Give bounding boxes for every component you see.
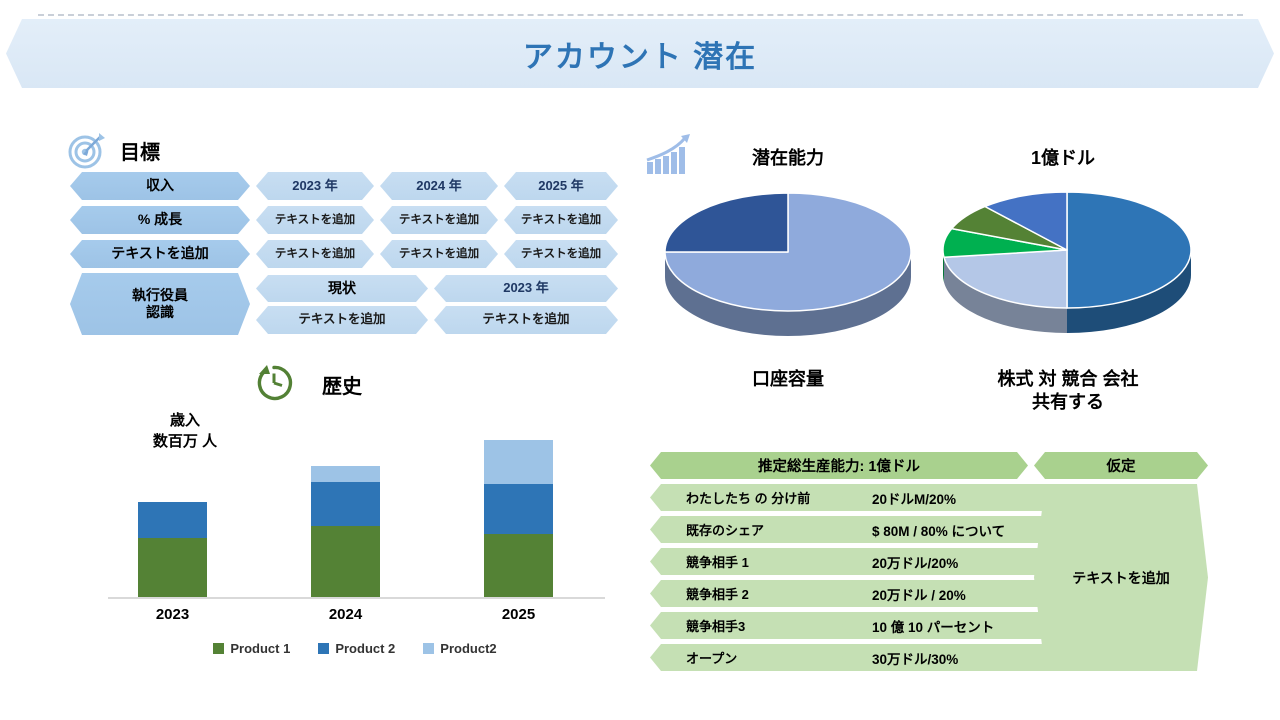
goal-cell[interactable]: 2024 年 bbox=[380, 172, 498, 200]
pie-slice[interactable] bbox=[943, 249, 1068, 309]
table-row-label[interactable]: わたしたち の 分け前 bbox=[650, 484, 872, 511]
table-row-value[interactable]: 20万ドル/20% bbox=[842, 548, 1058, 575]
bar-segment[interactable] bbox=[484, 440, 553, 484]
bar-segment[interactable] bbox=[484, 534, 553, 598]
pie-left-title: 潜在能力 bbox=[752, 148, 824, 168]
bar-segment[interactable] bbox=[138, 502, 207, 538]
bar-segment[interactable] bbox=[311, 526, 380, 598]
pie-right-title: 1億ドル bbox=[1030, 148, 1095, 168]
table-row-label[interactable]: オープン bbox=[650, 644, 872, 671]
x-tick-label: 2024 bbox=[328, 606, 363, 623]
goal-cell[interactable]: テキストを追加 bbox=[380, 206, 498, 234]
pie-left-caption: 口座容量 bbox=[752, 369, 824, 389]
bar-chart-ylabel: 歳入 数百万 人 bbox=[152, 412, 218, 450]
history-clock-icon bbox=[257, 365, 293, 401]
legend-swatch bbox=[213, 643, 225, 654]
legend-item: Product 1 bbox=[213, 641, 290, 656]
goal-row-label[interactable]: 収入 bbox=[70, 172, 250, 200]
legend-item: Product 2 bbox=[318, 641, 395, 656]
pie-slice[interactable] bbox=[984, 191, 1068, 251]
table-row-value[interactable]: 20ドルM/20% bbox=[842, 484, 1058, 511]
bar-segment[interactable] bbox=[484, 484, 553, 534]
table-row-label[interactable]: 競争相手 2 bbox=[650, 580, 872, 607]
bar-segment[interactable] bbox=[311, 482, 380, 526]
history-heading: 歴史 bbox=[322, 376, 362, 398]
bar-segment[interactable] bbox=[311, 466, 380, 482]
pie-chart-share-vs-competitors[interactable] bbox=[920, 178, 1220, 353]
bar-segment[interactable] bbox=[138, 538, 207, 598]
pie-right-caption: 株式 対 競合 会社 共有する bbox=[997, 369, 1139, 412]
goal-cell[interactable]: テキストを追加 bbox=[434, 306, 618, 334]
legend-swatch bbox=[423, 643, 435, 654]
bar-chart-legend: Product 1 Product 2 Product2 bbox=[130, 641, 580, 656]
pie-chart-account-capacity[interactable] bbox=[640, 180, 940, 355]
goal-row-label[interactable]: テキストを追加 bbox=[70, 240, 250, 268]
table-row-value[interactable]: 30万ドル/30% bbox=[842, 644, 1058, 671]
pie-slice[interactable] bbox=[664, 192, 789, 253]
pie-slice[interactable] bbox=[1066, 191, 1192, 309]
goal-cell[interactable]: テキストを追加 bbox=[504, 206, 618, 234]
goal-cell[interactable]: 2025 年 bbox=[504, 172, 618, 200]
capacity-table-header[interactable]: 推定総生産能力: 1億ドル bbox=[650, 452, 1028, 479]
slide-title: アカウント 潜在 bbox=[522, 40, 758, 74]
table-row-value[interactable]: 10 億 10 パーセント bbox=[842, 612, 1058, 639]
title-banner[interactable]: アカウント 潜在 bbox=[6, 19, 1274, 88]
goal-row-label[interactable]: % 成長 bbox=[70, 206, 250, 234]
goal-exec-label[interactable]: 執行役員 認識 bbox=[70, 273, 250, 335]
goals-heading: 目標 bbox=[120, 142, 160, 164]
x-axis-line bbox=[108, 597, 605, 599]
legend-item: Product2 bbox=[423, 641, 497, 656]
legend-swatch bbox=[318, 643, 330, 654]
table-row-label[interactable]: 競争相手 1 bbox=[650, 548, 872, 575]
pie-slice-side bbox=[943, 257, 1067, 333]
target-icon bbox=[68, 133, 105, 169]
table-row-label[interactable]: 競争相手3 bbox=[650, 612, 872, 639]
goal-cell[interactable]: テキストを追加 bbox=[256, 306, 428, 334]
goal-cell[interactable]: テキストを追加 bbox=[504, 240, 618, 268]
goal-cell[interactable]: 2023 年 bbox=[434, 275, 618, 302]
growth-chart-icon bbox=[646, 134, 690, 174]
pie-slice-side bbox=[665, 252, 911, 336]
top-divider bbox=[38, 14, 1243, 16]
x-tick-label: 2023 bbox=[155, 606, 190, 623]
assumption-placeholder-cell[interactable]: テキストを追加 bbox=[1034, 484, 1208, 671]
pie-slice-side bbox=[1067, 250, 1191, 333]
goal-cell[interactable]: テキストを追加 bbox=[256, 206, 374, 234]
table-row-value[interactable]: 20万ドル / 20% bbox=[842, 580, 1058, 607]
table-row-value[interactable]: $ 80M / 80% について bbox=[842, 516, 1058, 543]
goal-cell[interactable]: 現状 bbox=[256, 275, 428, 302]
goal-cell[interactable]: テキストを追加 bbox=[256, 240, 374, 268]
assumption-header[interactable]: 仮定 bbox=[1034, 452, 1208, 479]
table-row-label[interactable]: 既存のシェア bbox=[650, 516, 872, 543]
goal-cell[interactable]: テキストを追加 bbox=[380, 240, 498, 268]
x-tick-label: 2025 bbox=[501, 606, 536, 623]
goal-cell[interactable]: 2023 年 bbox=[256, 172, 374, 200]
